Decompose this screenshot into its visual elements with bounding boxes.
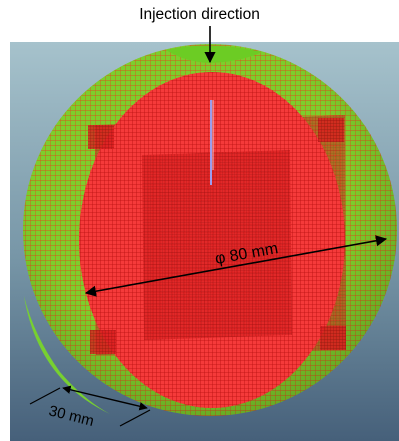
thickness-dimension — [29, 385, 151, 427]
injection-direction-label: Injection direction — [139, 6, 260, 23]
double-arrow-icon — [84, 235, 388, 297]
gate-sprue — [210, 100, 214, 185]
